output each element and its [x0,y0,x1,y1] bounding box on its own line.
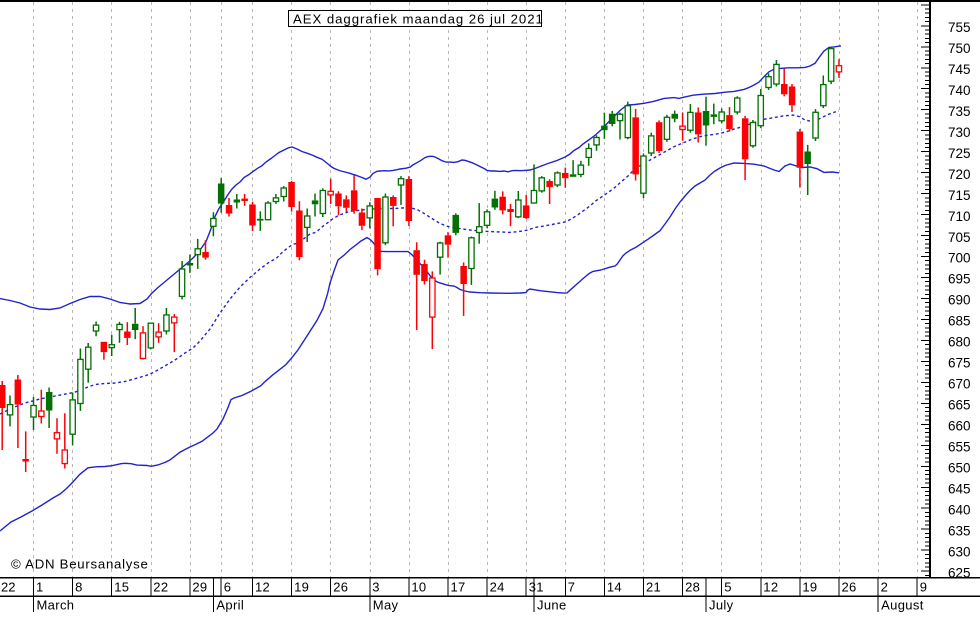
svg-text:15: 15 [114,580,129,595]
svg-text:July: July [709,598,734,613]
svg-text:1: 1 [36,580,44,595]
svg-text:17: 17 [451,580,466,595]
svg-text:755: 755 [948,20,971,35]
svg-text:AEX daggrafiek maandag 26 jul: AEX daggrafiek maandag 26 jul 2021 [293,12,544,27]
svg-text:650: 650 [948,461,971,476]
svg-text:710: 710 [948,209,971,224]
svg-text:690: 690 [948,293,971,308]
svg-text:28: 28 [685,580,700,595]
svg-text:March: March [37,598,75,613]
svg-text:730: 730 [948,125,971,140]
svg-text:31: 31 [529,580,544,595]
svg-text:April: April [216,598,244,613]
svg-text:670: 670 [948,377,971,392]
svg-text:12: 12 [255,580,270,595]
svg-text:6: 6 [224,580,232,595]
svg-text:21: 21 [646,580,661,595]
svg-text:725: 725 [948,146,971,161]
svg-text:2: 2 [881,580,889,595]
svg-text:740: 740 [948,83,971,98]
svg-text:745: 745 [948,62,971,77]
svg-text:680: 680 [948,335,971,350]
svg-text:685: 685 [948,314,971,329]
svg-text:735: 735 [948,104,971,119]
svg-text:7: 7 [568,580,576,595]
svg-text:625: 625 [948,565,971,580]
svg-text:24: 24 [490,580,505,595]
svg-text:750: 750 [948,41,971,56]
svg-text:10: 10 [411,580,426,595]
svg-text:720: 720 [948,167,971,182]
svg-text:700: 700 [948,251,971,266]
svg-text:655: 655 [948,440,971,455]
svg-text:660: 660 [948,419,971,434]
svg-text:8: 8 [75,580,83,595]
svg-text:640: 640 [948,502,971,517]
svg-text:26: 26 [842,580,857,595]
svg-text:14: 14 [607,580,622,595]
svg-text:May: May [373,598,399,613]
svg-text:August: August [881,598,924,613]
svg-text:675: 675 [948,356,971,371]
svg-text:715: 715 [948,188,971,203]
svg-text:26: 26 [333,580,348,595]
svg-text:645: 645 [948,482,971,497]
svg-text:665: 665 [948,398,971,413]
svg-text:19: 19 [294,580,309,595]
svg-text:© ADN Beursanalyse: © ADN Beursanalyse [11,557,149,572]
svg-text:695: 695 [948,272,971,287]
svg-text:29: 29 [192,580,207,595]
svg-text:635: 635 [948,523,971,538]
svg-text:9: 9 [920,580,928,595]
svg-text:705: 705 [948,230,971,245]
svg-text:5: 5 [724,580,732,595]
svg-text:12: 12 [763,580,778,595]
svg-text:22: 22 [153,580,168,595]
svg-text:22: 22 [1,580,15,595]
svg-text:June: June [537,598,567,613]
svg-text:19: 19 [802,580,817,595]
svg-text:3: 3 [372,580,380,595]
svg-text:630: 630 [948,544,971,559]
